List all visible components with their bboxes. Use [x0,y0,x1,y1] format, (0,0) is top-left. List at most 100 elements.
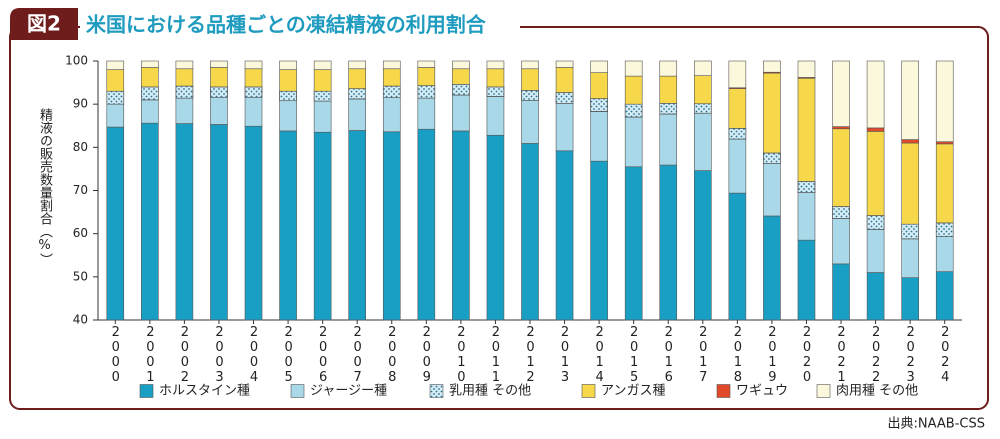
bar-pattern [452,84,470,96]
bar-segment [797,192,816,241]
bar-segment [106,126,125,321]
bar-pattern [382,85,401,98]
legend-swatch [716,384,731,398]
bar-segment [279,100,297,132]
bar-segment [866,229,885,273]
bar-segment [141,122,159,321]
bar-segment [728,88,747,129]
bar-segment [417,128,436,321]
bar-segment [313,100,332,133]
bar-pattern [106,90,125,105]
bar-segment [832,263,850,321]
bar-segment [693,75,712,105]
bar-segment [590,111,608,162]
x-tick-label: 2014 [592,325,608,385]
bar-segment [901,277,919,321]
badge: 図2 [27,12,61,36]
bar-segment [348,98,367,131]
bar-segment [901,139,919,144]
bar-pattern [866,215,885,230]
bar-segment [797,60,816,78]
bar-segment [624,116,643,168]
legend-swatch [581,384,596,398]
y-tick-label: 70 [73,183,88,197]
bar-segment [382,97,401,133]
legend-label: ジャージー種 [310,383,387,399]
x-tick-label: 2018 [730,325,746,385]
bar-segment [210,96,228,125]
y-tick-label: 80 [73,140,88,154]
bar-segment [210,124,228,321]
bar-segment [590,160,608,321]
x-tick-label: 2002 [177,325,193,385]
bar-segment [452,94,470,132]
bar-pattern [832,206,850,219]
bar-segment [832,128,850,207]
bar-segment [141,99,159,124]
bar-segment [866,127,885,132]
bar-pattern [486,86,505,97]
y-tick-label: 40 [73,313,88,327]
bar-segment [590,72,608,99]
x-tick-label: 2006 [315,325,331,385]
x-tick-label: 2004 [246,325,262,385]
bar-pattern [555,92,574,104]
bar-segment [763,72,781,154]
bar-segment [521,99,539,144]
bar-segment [210,60,228,68]
bar-pattern [624,103,643,118]
x-tick-label: 2001 [142,325,158,385]
x-tick-label: 2009 [419,325,435,385]
bar-pattern [935,222,954,237]
bar-segment [763,163,781,217]
bar-segment [624,60,643,77]
bar-segment [486,60,505,70]
bar-segment [279,60,297,70]
y-tick-label: 100 [65,54,88,68]
legend-swatch [139,384,154,398]
bar-segment [935,60,954,143]
bar-segment [348,130,367,321]
bar-segment [901,60,919,140]
bar-segment [175,68,194,87]
bar-segment [313,69,332,92]
bar-segment [659,75,678,104]
bar-segment [935,236,954,272]
x-tick-label: 2021 [834,325,850,385]
bar-segment [901,142,919,225]
bar-segment [175,60,194,70]
bar-segment [693,112,712,171]
bar-segment [659,113,678,166]
bar-pattern [728,128,747,140]
x-tick-label: 2022 [868,325,884,385]
chart-title: 米国における品種ごとの凍結精液の利用割合 [86,13,487,37]
bar-segment [417,60,436,68]
bar-segment [693,60,712,76]
x-tick-label: 2000 [108,325,124,385]
bar-segment [728,138,747,194]
bar-segment [935,271,954,321]
x-tick-label: 2008 [384,325,400,385]
x-tick-label: 2010 [453,325,469,385]
bar-segment [452,68,470,85]
bar-pattern [417,85,436,99]
bar-segment [175,123,194,321]
bar-segment [832,126,850,130]
bar-segment [452,60,470,70]
y-tick-label: 50 [73,269,88,283]
bar-segment [590,60,608,73]
y-axis-label: 精液の販売数量割合（%） [37,108,52,266]
bar-segment [244,68,263,88]
bar-segment [417,97,436,130]
bar-pattern [313,90,332,102]
bar-segment [555,60,574,68]
bar-segment [279,130,297,321]
bar-pattern [659,103,678,115]
bar-segment [279,69,297,92]
badge-box [10,8,78,40]
bar-segment [141,60,159,68]
bar-segment [486,134,505,321]
bar-segment [244,125,263,321]
bar-segment [866,60,885,129]
